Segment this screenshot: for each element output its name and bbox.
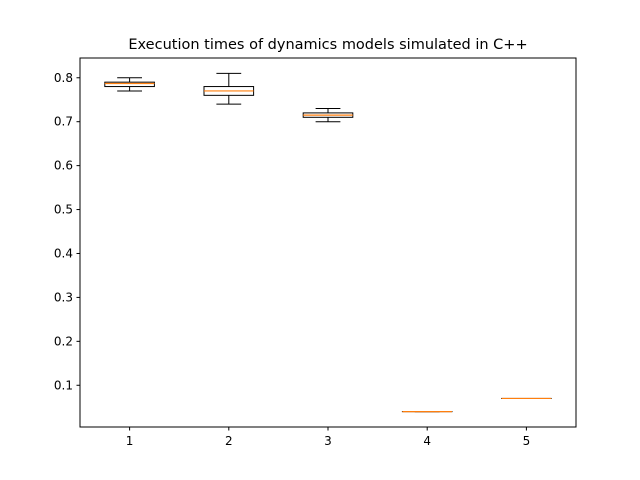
box-body (104, 81, 155, 88)
x-tick-label: 1 (126, 434, 134, 448)
x-tick-label: 4 (423, 434, 431, 448)
y-tick-label: 0.3 (54, 290, 73, 304)
x-tick-label: 2 (225, 434, 233, 448)
x-tick-label: 5 (523, 434, 531, 448)
box-1 (104, 77, 155, 92)
x-axis: 1 2 3 4 5 (126, 427, 530, 448)
y-tick-label: 0.1 (54, 378, 73, 392)
y-tick-label: 0.4 (54, 246, 73, 260)
y-tick-label: 0.2 (54, 334, 73, 348)
box-3 (302, 108, 354, 123)
y-tick-label: 0.5 (54, 203, 73, 217)
box-series (104, 72, 552, 413)
y-tick-label: 0.8 (54, 71, 73, 85)
chart-title: Execution times of dynamics models simul… (128, 37, 527, 53)
box-2 (203, 72, 255, 105)
y-tick-label: 0.7 (54, 115, 73, 129)
y-axis: 0.1 0.2 0.3 0.4 0.5 0.6 0.7 0.8 (54, 71, 80, 392)
y-tick-label: 0.6 (54, 159, 73, 173)
x-tick-label: 3 (324, 434, 332, 448)
